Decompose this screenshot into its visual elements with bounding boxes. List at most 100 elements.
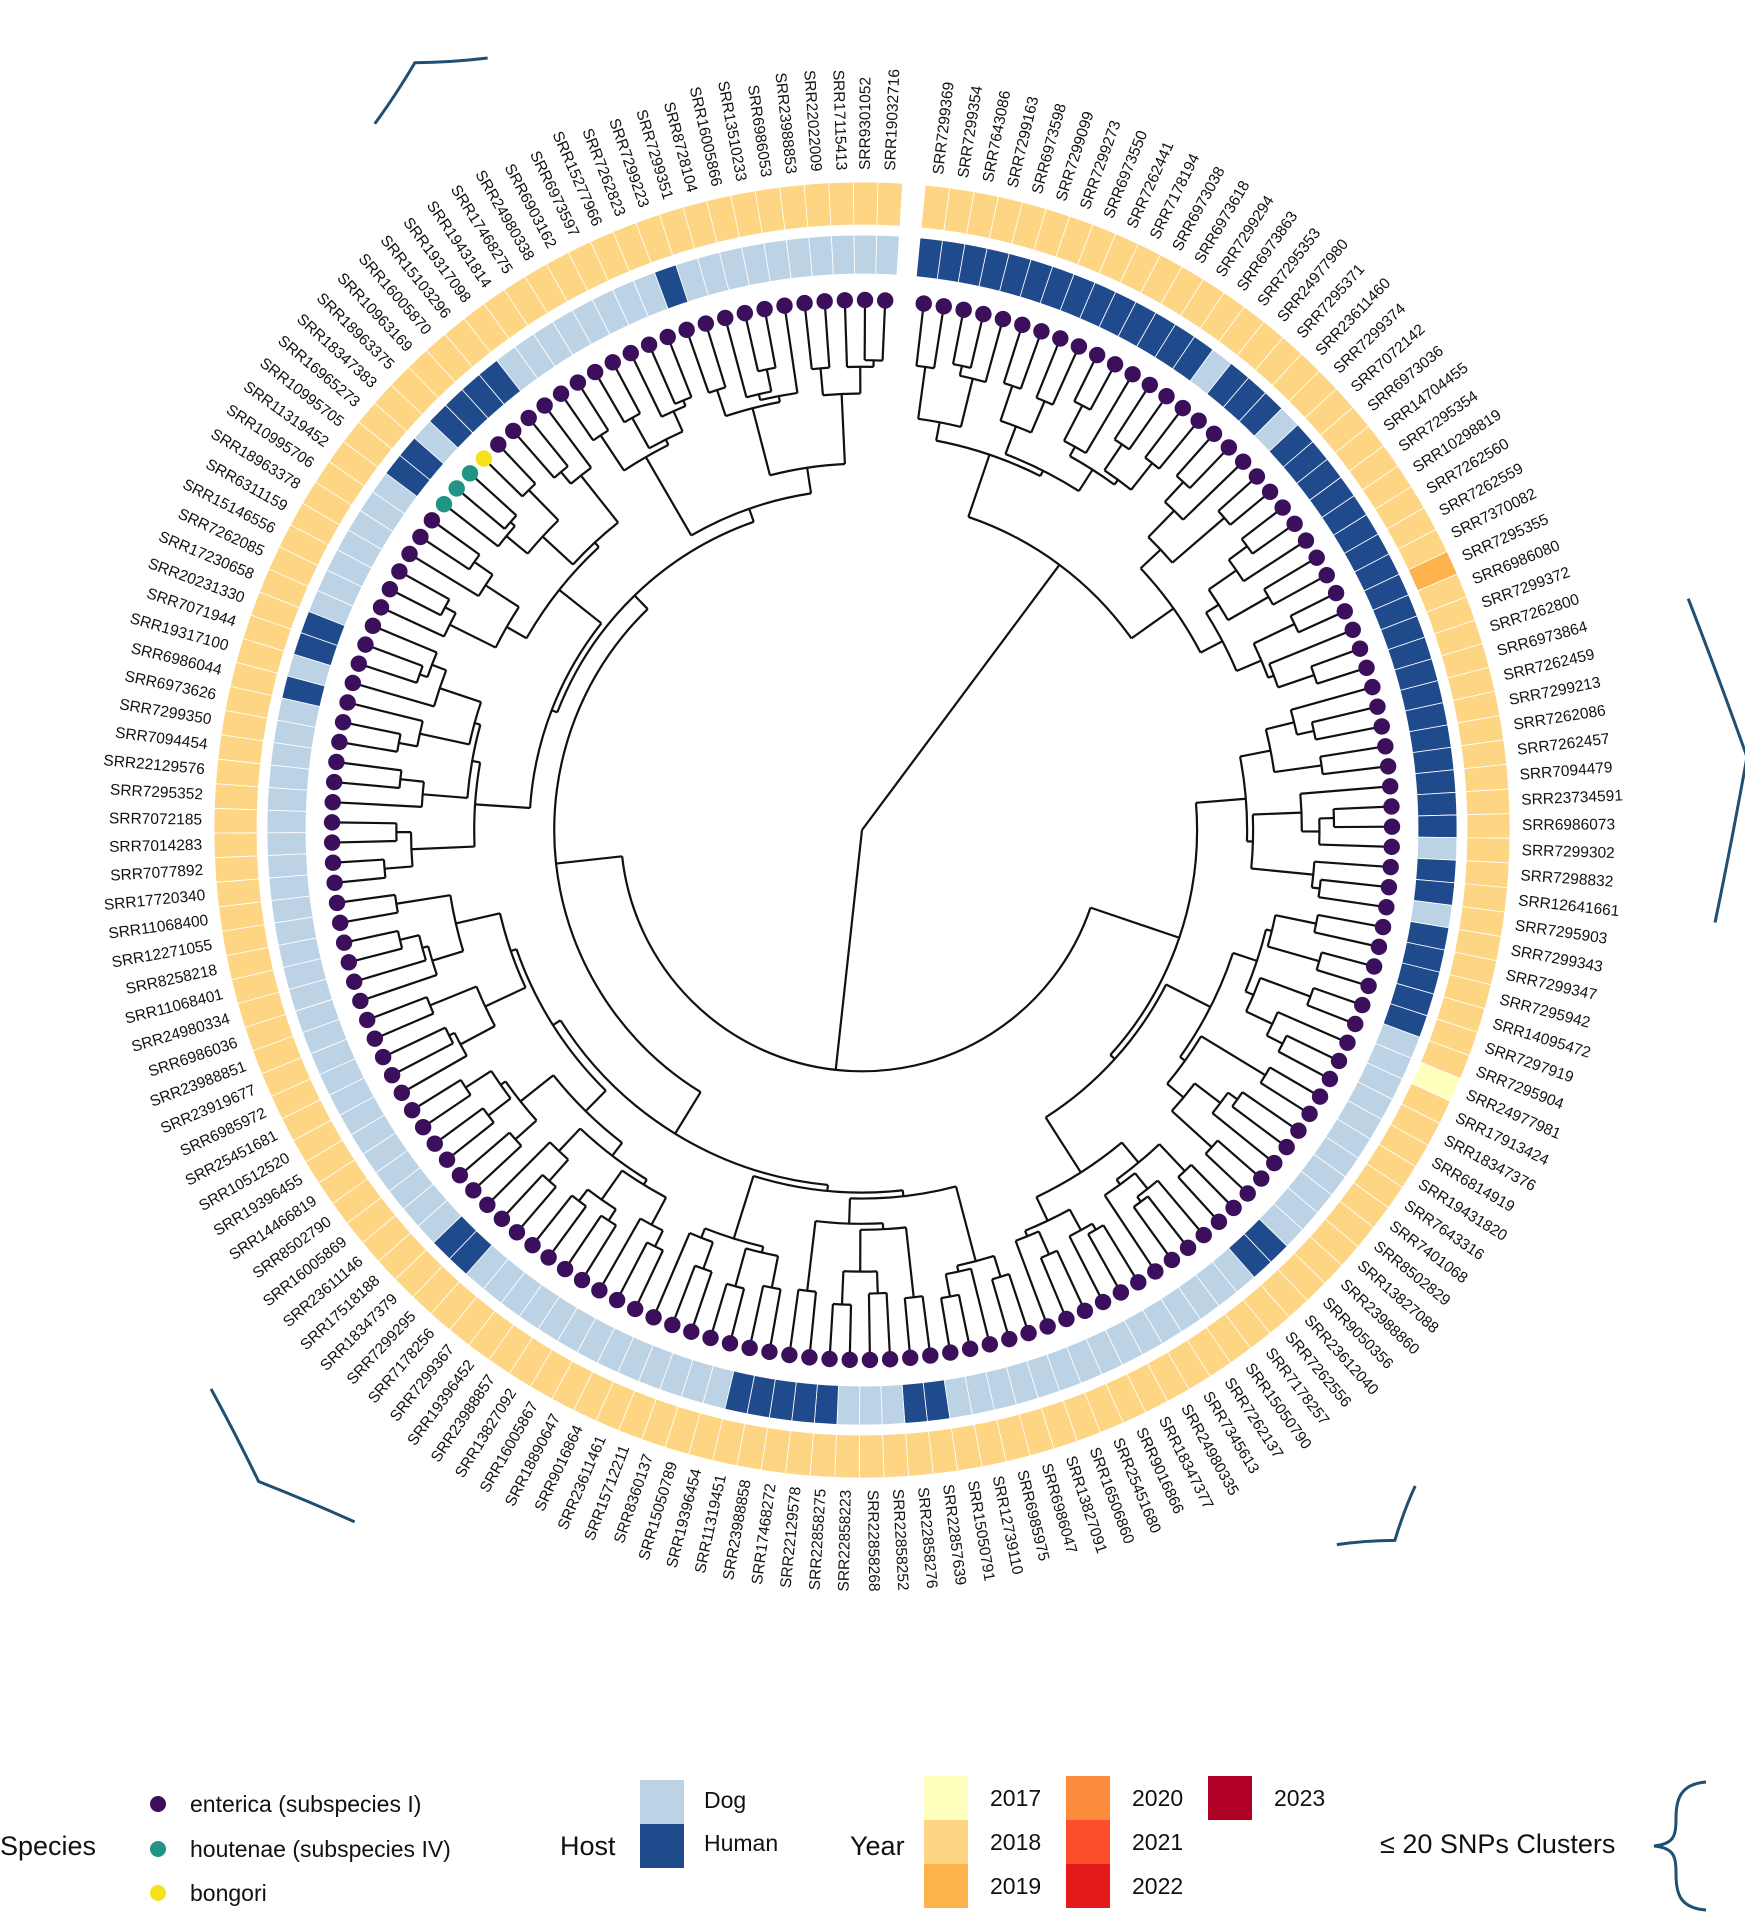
tip-dot [1174, 399, 1192, 417]
tip-dot [435, 495, 453, 513]
branch [365, 643, 424, 668]
branch [1103, 443, 1123, 471]
tip-dot [1147, 1263, 1164, 1280]
branch-arc [525, 546, 600, 639]
branch [584, 1089, 607, 1112]
tip-label: SRR6986073 [1522, 816, 1615, 834]
branch [1322, 765, 1389, 776]
branch [959, 378, 974, 428]
branch [1130, 607, 1175, 640]
branch [763, 308, 777, 368]
branch-arc [1045, 983, 1168, 1119]
branch [969, 1268, 991, 1345]
tip-dot [881, 1351, 899, 1368]
branch [419, 732, 470, 746]
branch [486, 1141, 551, 1206]
branch-arc [504, 1080, 538, 1122]
tip-dot [608, 1291, 626, 1309]
year-2022-label: 2022 [1132, 1873, 1183, 1899]
branch [840, 1271, 845, 1305]
tip-dot [1253, 1170, 1270, 1187]
branch-arc [449, 895, 465, 952]
branch [1115, 1179, 1122, 1186]
branch-arc [968, 515, 1133, 640]
branch [1147, 1195, 1189, 1249]
branch [578, 1188, 589, 1202]
tip-dot [323, 814, 341, 831]
branch [1002, 324, 1024, 384]
tip-dot [816, 293, 833, 310]
tip-label: SRR7299302 [1521, 842, 1615, 862]
tip-dot [1274, 499, 1291, 516]
branch [1051, 345, 1080, 406]
branch [1130, 462, 1154, 491]
tip-dot [622, 344, 639, 362]
branch [885, 1292, 892, 1360]
tip-dot [357, 636, 374, 653]
branch [1090, 906, 1180, 939]
branch-arc [1104, 1172, 1136, 1197]
branch [336, 760, 402, 772]
branch-arc [1265, 1011, 1279, 1037]
branch [334, 780, 400, 790]
branch [823, 301, 831, 368]
host-cell [266, 832, 307, 856]
branch [951, 309, 965, 365]
branch [1241, 1091, 1300, 1132]
tip-dot [1364, 678, 1381, 696]
tip-dot [1383, 838, 1400, 856]
branch [1182, 460, 1244, 521]
tip-dot [1234, 453, 1252, 470]
branch [1211, 1112, 1275, 1164]
branch-arc [694, 1264, 713, 1273]
year-cell [213, 807, 258, 834]
host-cell [785, 236, 813, 279]
branch [848, 1198, 852, 1224]
tip-dot [942, 1344, 959, 1361]
host-cell [901, 1382, 928, 1424]
branch [339, 740, 398, 753]
branch [648, 344, 677, 405]
branch [514, 1119, 538, 1141]
enterica-swatch [150, 1796, 166, 1812]
tip-dot [994, 310, 1012, 328]
tip-dot [508, 1224, 526, 1241]
branch [944, 1273, 952, 1297]
branch [429, 985, 477, 1007]
branch-arc [689, 1232, 714, 1244]
branch [634, 1249, 664, 1310]
branch [1134, 1172, 1149, 1190]
branch [1320, 878, 1390, 889]
branch [650, 1196, 668, 1226]
branch [382, 1026, 446, 1059]
branch [547, 1205, 587, 1259]
tip-dot [961, 1340, 979, 1358]
tip-dot [604, 354, 621, 371]
cluster-brace [209, 1388, 356, 1524]
branch [1277, 1011, 1348, 1044]
branch [1200, 1035, 1266, 1077]
tip-dot [383, 1066, 401, 1084]
branch [541, 535, 574, 566]
tip-label: SRR17468272 [749, 1483, 780, 1586]
branch [422, 793, 468, 800]
host-cell [1414, 769, 1457, 796]
year-cell [1466, 813, 1511, 839]
dog-label: Dog [704, 1787, 746, 1813]
tip-dot [781, 1346, 798, 1364]
year-cell [882, 1433, 910, 1479]
tip-dot [801, 1349, 818, 1366]
tip-label: SRR22858252 [889, 1489, 911, 1591]
branch [446, 1121, 495, 1161]
branch [396, 894, 451, 905]
branch [455, 912, 501, 925]
tip-label: SRR7072185 [109, 810, 202, 828]
tip-dot [552, 385, 570, 402]
branch [1068, 446, 1076, 457]
tip-dot [1158, 388, 1175, 405]
branch [1297, 610, 1346, 634]
branch [1132, 1206, 1173, 1261]
year-cell [213, 783, 259, 811]
branch [1073, 354, 1099, 402]
branch [783, 305, 799, 394]
